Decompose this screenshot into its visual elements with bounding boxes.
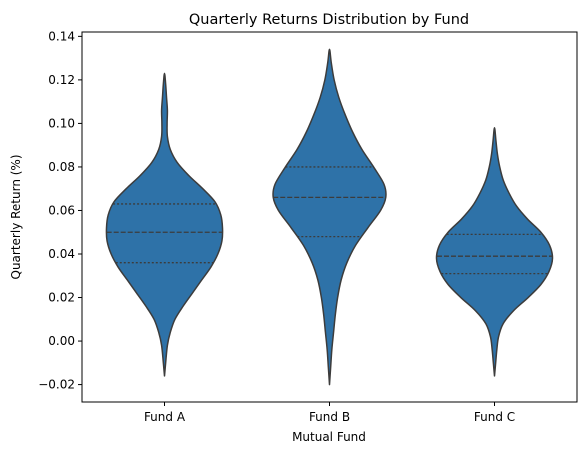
x-tick-label: Fund C bbox=[474, 410, 515, 424]
y-axis-label: Quarterly Return (%) bbox=[9, 154, 23, 279]
y-tick-label: 0.02 bbox=[48, 291, 75, 305]
x-tick-label: Fund A bbox=[144, 410, 186, 424]
violin-body-fund-b bbox=[272, 48, 387, 386]
chart-title: Quarterly Returns Distribution by Fund bbox=[189, 12, 469, 28]
y-tick-label: 0.14 bbox=[48, 29, 75, 43]
x-axis-label: Mutual Fund bbox=[292, 430, 366, 444]
violins-layer bbox=[105, 48, 554, 386]
y-tick-label: −0.02 bbox=[38, 378, 75, 392]
y-tick-label: 0.00 bbox=[48, 334, 75, 348]
violin-body-fund-a bbox=[105, 72, 224, 377]
y-tick-label: 0.12 bbox=[48, 73, 75, 87]
x-axis: Fund A Fund B Fund C bbox=[144, 402, 515, 424]
violin-body-fund-c bbox=[435, 127, 554, 377]
x-tick-label: Fund B bbox=[309, 410, 350, 424]
violin-fund-c bbox=[435, 127, 554, 377]
violin-fund-a bbox=[105, 72, 224, 377]
y-axis: −0.02 0.00 0.02 0.04 0.06 0.08 0.10 0.12 0.14 bbox=[38, 29, 82, 392]
y-tick-label: 0.06 bbox=[48, 203, 75, 217]
y-tick-label: 0.10 bbox=[48, 116, 75, 130]
y-tick-label: 0.08 bbox=[48, 160, 75, 174]
violin-fund-b bbox=[272, 48, 387, 386]
y-tick-label: 0.04 bbox=[48, 247, 75, 261]
